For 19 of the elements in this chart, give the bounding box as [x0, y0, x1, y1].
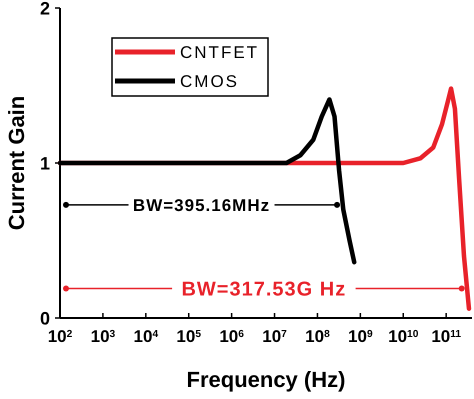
x-tick-label: 10$^{5}$	[176, 327, 202, 346]
x-tick-label: 10$^{8}$	[305, 327, 330, 346]
x-tick-label: 10$^{9}$	[348, 327, 373, 346]
x-tick-label: 10$^{11}$	[431, 327, 462, 346]
y-tick-label: 1	[40, 153, 50, 174]
annotation: BW=317.53G Hz	[181, 278, 346, 301]
y-tick-label: 0	[40, 308, 50, 328]
y-axis-title: Current Gain	[4, 96, 29, 230]
x-tick-label: 10$^{10}$	[388, 327, 419, 346]
x-tick-label: 10$^{7}$	[262, 327, 288, 346]
y-tick-label: 2	[40, 0, 50, 18]
x-tick-label: 10$^{4}$	[134, 327, 158, 346]
legend-label: CMOS	[180, 72, 239, 91]
x-tick-label: 10$^{2}$	[48, 327, 73, 346]
x-tick-label: 10$^{6}$	[219, 327, 244, 346]
annotation: BW=395.16MHz	[132, 196, 270, 215]
x-axis-title: Frequency (Hz)	[186, 367, 346, 392]
x-tick-label: 10$^{3}$	[90, 327, 116, 346]
legend-label: CNTFET	[180, 43, 260, 62]
